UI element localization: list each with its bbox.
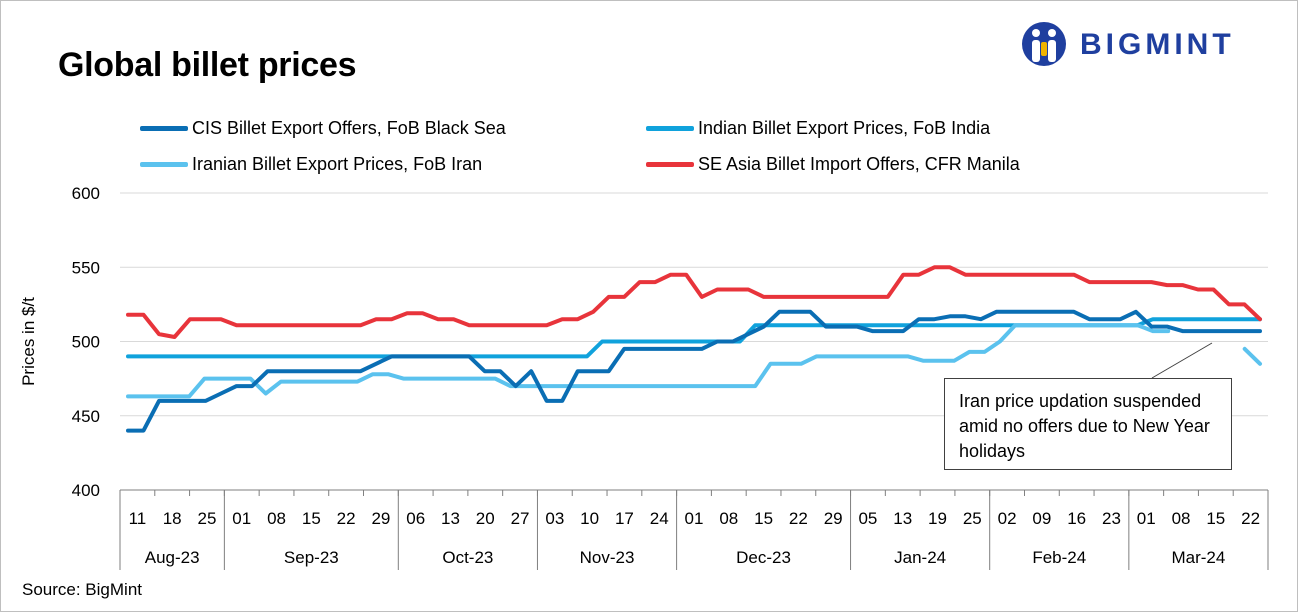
x-tick-label: 05 (858, 509, 877, 528)
x-tick-label: 17 (615, 509, 634, 528)
x-tick-label: 06 (406, 509, 425, 528)
x-tick-label: 15 (754, 509, 773, 528)
legend-swatch (140, 126, 188, 131)
x-tick-label: 13 (893, 509, 912, 528)
legend-swatch (646, 162, 694, 167)
y-tick-label: 500 (72, 333, 100, 352)
annotation-box: Iran price updation suspended amid no of… (944, 378, 1232, 470)
bigmint-logo: BIGMINT (1020, 20, 1270, 68)
x-tick-label: 11 (129, 509, 147, 528)
month-label: Jan-24 (894, 548, 946, 567)
legend-label: Indian Billet Export Prices, FoB India (698, 118, 991, 138)
x-tick-label: 20 (476, 509, 495, 528)
y-tick-label: 450 (72, 407, 100, 426)
legend-swatch (646, 126, 694, 131)
annotation-leader (1151, 342, 1213, 379)
x-tick-label: 08 (267, 509, 286, 528)
x-tick-label: 29 (824, 509, 843, 528)
x-tick-label: 25 (198, 509, 217, 528)
x-tick-label: 01 (1137, 509, 1156, 528)
x-tick-label: 01 (685, 509, 704, 528)
legend-label: Iranian Billet Export Prices, FoB Iran (192, 154, 483, 174)
y-tick-label: 600 (72, 184, 100, 203)
x-tick-label: 15 (302, 509, 321, 528)
y-tick-label: 550 (72, 258, 100, 277)
series-line-3 (126, 265, 1262, 339)
legend-item: CIS Billet Export Offers, FoB Black Sea (140, 118, 506, 139)
x-tick-label: 25 (963, 509, 982, 528)
x-tick-label: 03 (545, 509, 564, 528)
series-line-0 (126, 309, 1262, 433)
x-tick-label: 19 (928, 509, 947, 528)
y-tick-label: 400 (72, 481, 100, 500)
month-label: Oct-23 (442, 548, 493, 567)
x-tick-label: 13 (441, 509, 460, 528)
month-label: Sep-23 (284, 548, 339, 567)
series-line-2 (126, 323, 1171, 399)
month-label: Mar-24 (1171, 548, 1225, 567)
x-tick-label: 01 (232, 509, 251, 528)
x-tick-label: 15 (1206, 509, 1225, 528)
x-tick-label: 22 (337, 509, 356, 528)
x-tick-label: 08 (719, 509, 738, 528)
month-label: Feb-24 (1032, 548, 1086, 567)
x-tick-label: 27 (511, 509, 530, 528)
x-tick-label: 16 (1067, 509, 1086, 528)
legend-item: SE Asia Billet Import Offers, CFR Manila (646, 154, 1020, 175)
bigmint-logo-text: BIGMINT (1080, 28, 1235, 61)
y-axis-title: Prices in $/t (19, 297, 38, 386)
bigmint-logo-icon (1022, 22, 1066, 66)
x-tick-label: 24 (650, 509, 669, 528)
source-note: Source: BigMint (22, 580, 142, 599)
x-tick-label: 29 (371, 509, 390, 528)
chart-title: Global billet prices (58, 46, 357, 84)
month-label: Nov-23 (580, 548, 635, 567)
month-label: Aug-23 (145, 548, 200, 567)
x-tick-label: 23 (1102, 509, 1121, 528)
legend-item: Indian Billet Export Prices, FoB India (646, 118, 990, 139)
series-line-2 (1242, 346, 1262, 366)
x-tick-label: 08 (1172, 509, 1191, 528)
legend-label: SE Asia Billet Import Offers, CFR Manila (698, 154, 1020, 174)
legend-item: Iranian Billet Export Prices, FoB Iran (140, 154, 482, 175)
x-tick-label: 10 (580, 509, 599, 528)
x-tick-label: 09 (1032, 509, 1051, 528)
x-tick-label: 02 (998, 509, 1017, 528)
legend-swatch (140, 162, 188, 167)
x-tick-label: 22 (1241, 509, 1260, 528)
month-label: Dec-23 (736, 548, 791, 567)
legend-label: CIS Billet Export Offers, FoB Black Sea (192, 118, 506, 138)
x-tick-label: 18 (163, 509, 182, 528)
x-tick-label: 22 (789, 509, 808, 528)
